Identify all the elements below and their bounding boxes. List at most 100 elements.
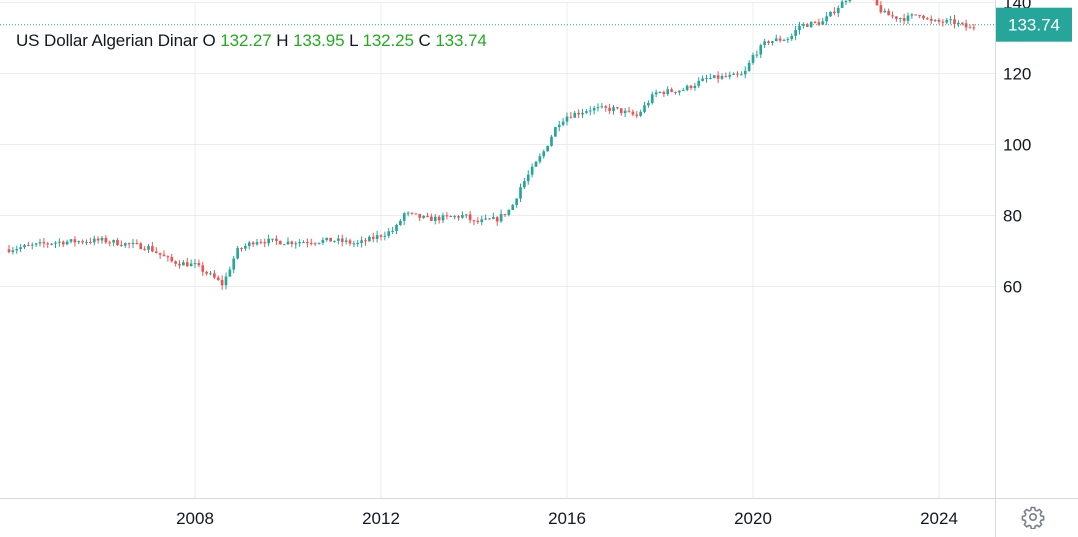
grid-lines <box>0 1 995 498</box>
candle-body <box>530 166 534 175</box>
candle-body <box>891 15 894 17</box>
candle-body <box>670 89 673 92</box>
candle-body <box>515 198 518 205</box>
candle-body <box>720 76 724 79</box>
candle-body <box>216 277 220 280</box>
candle-body <box>306 242 309 244</box>
candle-body <box>437 216 441 221</box>
candle-body <box>588 110 592 112</box>
candle-body <box>666 89 670 95</box>
candle-body <box>154 251 158 253</box>
legend-low-label: L <box>349 31 358 50</box>
candle-body <box>445 215 449 217</box>
candle-body <box>294 243 298 245</box>
candle-body <box>77 241 81 243</box>
candle-body <box>422 215 425 218</box>
candle-body <box>131 242 135 244</box>
candle-body <box>19 247 22 250</box>
candle-body <box>371 236 375 239</box>
candle-body <box>926 18 929 20</box>
candle-body <box>619 108 623 114</box>
legend-open-value: 132.27 <box>220 31 272 50</box>
candle-body <box>275 238 278 241</box>
candle-body <box>623 110 627 114</box>
candle-body <box>414 213 418 215</box>
y-tick-label: 100 <box>1003 136 1031 155</box>
candle-body <box>678 90 681 93</box>
candle-body <box>557 124 561 128</box>
candle-body <box>759 45 763 55</box>
candle-body <box>255 242 259 245</box>
candle-body <box>693 85 697 89</box>
candle-body <box>267 238 270 244</box>
gear-icon[interactable] <box>1021 505 1045 530</box>
candle-body <box>774 38 778 42</box>
candle-body <box>585 111 588 113</box>
candle-body <box>302 242 305 244</box>
candle-body <box>259 242 263 244</box>
candle-body <box>364 240 367 242</box>
candle-body <box>441 215 445 221</box>
candle-body <box>395 224 398 231</box>
candle-body <box>802 24 805 26</box>
candle-body <box>108 242 112 244</box>
candle-body <box>840 1 844 8</box>
candle-body <box>836 7 840 14</box>
candle-body <box>42 242 46 244</box>
candle-body <box>464 214 468 216</box>
candle-body <box>561 121 565 125</box>
candle-body <box>953 19 956 25</box>
candle-body <box>821 21 825 25</box>
candle-body <box>406 212 410 214</box>
candle-body <box>232 258 236 270</box>
candle-body <box>554 127 557 137</box>
candle-body <box>197 263 201 266</box>
candle-body <box>596 107 600 109</box>
candle-body <box>162 254 166 257</box>
candle-body <box>736 73 739 75</box>
candle-body <box>546 145 549 152</box>
candle-body <box>608 107 611 111</box>
candle-body <box>829 11 832 17</box>
candle-body <box>325 237 329 240</box>
candle-body <box>662 92 666 95</box>
last-price-tag-text: 133.74 <box>1008 16 1060 35</box>
candle-body <box>503 214 507 216</box>
y-tick-label: 120 <box>1003 64 1031 83</box>
candle-body <box>844 1 848 3</box>
candle-body <box>906 15 910 21</box>
candle-body <box>643 105 646 112</box>
candle-body <box>484 218 487 220</box>
candle-body <box>887 10 890 16</box>
candle-body <box>895 16 898 19</box>
candle-body <box>15 249 19 251</box>
candle-body <box>763 41 766 46</box>
candle-body <box>809 21 813 27</box>
candle-body <box>127 243 131 245</box>
candle-body <box>205 271 208 274</box>
candle-body <box>309 242 313 244</box>
candle-body <box>914 14 918 16</box>
candle-body <box>461 215 464 218</box>
candle-body <box>848 0 852 2</box>
candle-body <box>344 240 348 242</box>
candle-body <box>402 213 406 221</box>
candle-body <box>457 216 460 218</box>
candle-body <box>282 244 286 246</box>
candle-body <box>728 74 732 77</box>
candle-body <box>387 231 391 236</box>
candle-body <box>732 73 735 75</box>
candle-body <box>577 112 580 115</box>
candle-body <box>58 241 61 243</box>
candle-body <box>193 263 197 265</box>
candle-body <box>100 237 104 241</box>
candle-body <box>918 15 921 17</box>
candle-body <box>360 240 363 243</box>
candle-body <box>883 10 887 13</box>
candle-body <box>724 76 728 78</box>
candle-body <box>158 252 162 255</box>
candle-body <box>581 112 584 115</box>
candle-body <box>592 107 596 111</box>
